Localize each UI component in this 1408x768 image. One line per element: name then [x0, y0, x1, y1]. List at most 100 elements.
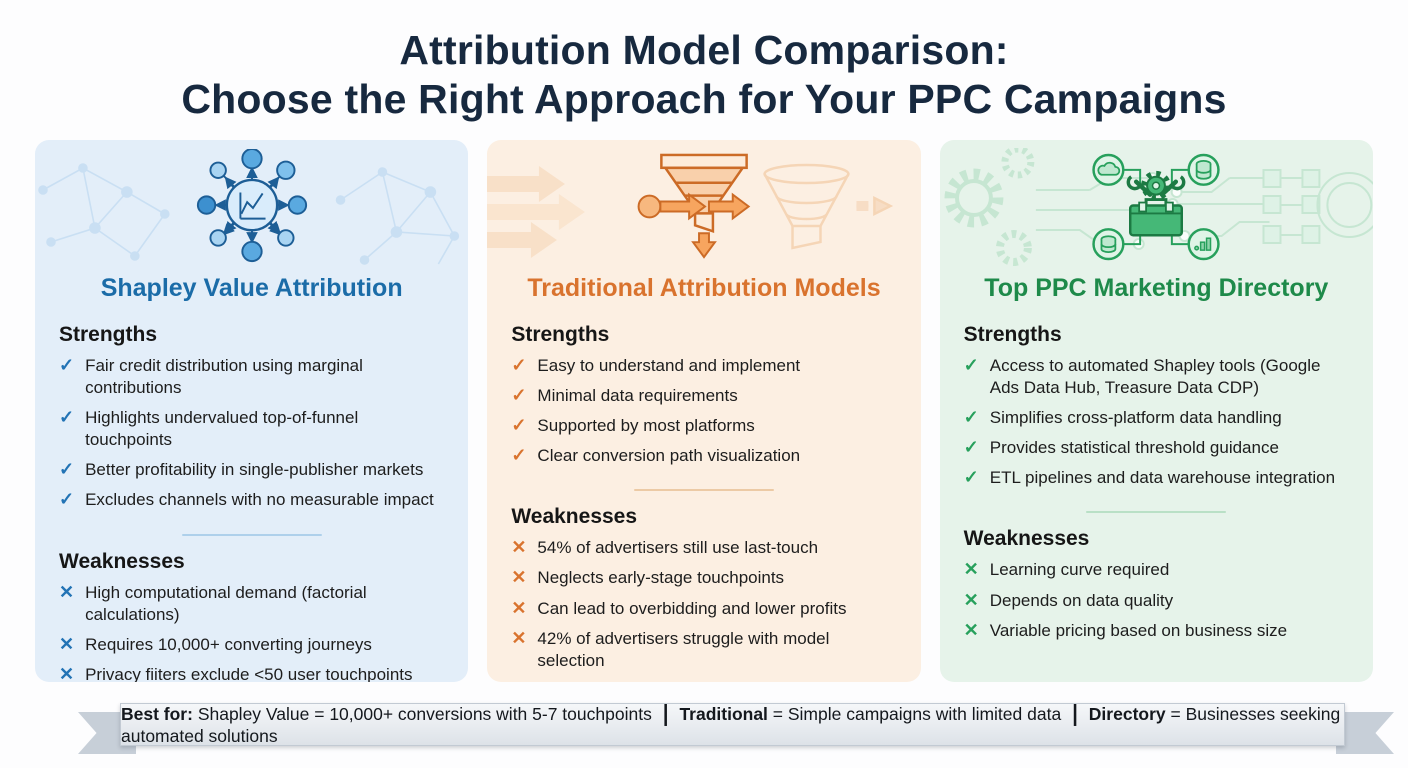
list-item: ✕ Depends on data quality: [964, 590, 1349, 612]
cross-icon: ✕: [511, 537, 527, 558]
column-title-shapley: Shapley Value Attribution: [100, 274, 403, 302]
list-item: ✓ Provides statistical threshold guidance: [964, 437, 1349, 459]
list-item: ✕ Requires 10,000+ converting journeys: [59, 634, 444, 656]
check-icon: ✓: [963, 437, 979, 458]
list-item: ✓ Simplifies cross-platform data handling: [964, 407, 1349, 429]
weaknesses-list: ✕ Learning curve required ✕ Depends on dat…: [964, 559, 1349, 641]
comparison-columns: Shapley Value Attribution Strengths ✓ Fai…: [35, 140, 1373, 682]
strength-text: Fair credit distribution using marginal …: [85, 356, 363, 398]
conversion-funnel-icon: [637, 153, 751, 259]
card-ppc-directory: Top PPC Marketing Directory Strengths ✓ A…: [939, 140, 1373, 682]
arrows-pattern: [487, 163, 894, 258]
banner-separator: |: [1072, 700, 1078, 727]
weakness-text: Requires 10,000+ converting journeys: [85, 634, 372, 654]
check-icon: ✓: [59, 407, 75, 428]
list-item: ✕ Learning curve required: [964, 559, 1349, 581]
list-item: ✓ Supported by most platforms: [511, 415, 896, 437]
strengths-heading: Strengths: [963, 323, 1062, 346]
check-icon: ✓: [963, 407, 979, 428]
check-icon: ✓: [59, 489, 75, 510]
list-item: ✓ Easy to understand and implement: [511, 355, 896, 377]
toolbox-body: [1129, 198, 1184, 237]
banner-bold: Best for:: [121, 703, 193, 724]
column-title-directory: Top PPC Marketing Directory: [984, 274, 1329, 302]
banner-bold: Directory: [1088, 703, 1166, 724]
shapley-network-icon: [196, 149, 307, 263]
bar-chart-icon: [1194, 237, 1212, 251]
list-item: ✓ Excludes channels with no measurable im…: [59, 489, 444, 511]
weakness-text: Learning curve required: [989, 560, 1170, 580]
weakness-text: High computational demand (factorial cal…: [85, 582, 367, 624]
traditional-icon-zone: [487, 148, 920, 266]
page-title-line1: Attribution Model Comparison:: [399, 27, 1009, 73]
cross-icon: ✕: [59, 663, 75, 682]
weakness-text: Variable pricing based on business size: [989, 620, 1288, 640]
weakness-text: 42% of advertisers struggle with model s…: [537, 628, 830, 670]
list-item: ✕ Can lead to overbidding and lower profi…: [511, 598, 896, 620]
check-icon: ✓: [511, 385, 527, 406]
database-icon: [1196, 160, 1212, 180]
banner-text: = Simple campaigns with limited data: [767, 703, 1062, 724]
shapley-icon-zone: [35, 148, 468, 266]
cross-icon: ✕: [963, 559, 979, 580]
list-item: ✕ Neglects early-stage touchpoints: [511, 567, 896, 589]
strength-text: Highlights undervalued top-of-funnel tou…: [85, 408, 359, 450]
banner-bold: Traditional: [679, 703, 768, 724]
weakness-text: 54% of advertisers still use last-touch: [537, 538, 819, 558]
list-item: ✓ Fair credit distribution using marginal…: [59, 355, 444, 399]
list-item: ✕ 54% of advertisers still use last-touch: [511, 537, 896, 559]
strengths-heading: Strengths: [511, 323, 610, 346]
cross-icon: ✕: [59, 581, 75, 602]
strength-text: Better profitability in single-publisher…: [85, 460, 424, 480]
banner-separator: |: [662, 700, 669, 727]
cross-icon: ✕: [511, 627, 527, 648]
cross-icon: ✕: [963, 589, 979, 610]
banner-text: = Businesses seeking automated solutions: [121, 703, 1341, 746]
section-divider: [1086, 511, 1227, 514]
strength-text: Simplifies cross-platform data handling: [989, 408, 1282, 428]
list-item: ✓ Better profitability in single-publishe…: [59, 459, 444, 481]
banner-text: Shapley Value = 10,000+ conversions with…: [192, 703, 652, 724]
strength-text: Access to automated Shapley tools (Googl…: [989, 356, 1321, 398]
strengths-list: ✓ Access to automated Shapley tools (Goog…: [964, 355, 1349, 489]
weakness-text: Depends on data quality: [989, 590, 1174, 610]
directory-icon-zone: [940, 148, 1373, 266]
toolbox-integrations-icon: [1092, 153, 1221, 261]
check-icon: ✓: [511, 355, 527, 375]
weakness-text: Can lead to overbidding and lower profit…: [537, 598, 847, 618]
weaknesses-list: ✕ 54% of advertisers still use last-touch…: [511, 537, 896, 671]
page-title: Attribution Model Comparison: Choose the…: [0, 0, 1408, 124]
cross-icon: ✕: [511, 567, 527, 588]
network-pattern: [38, 163, 460, 265]
check-icon: ✓: [511, 445, 527, 466]
check-icon: ✓: [511, 415, 527, 436]
check-icon: ✓: [59, 355, 75, 375]
check-icon: ✓: [963, 355, 979, 375]
strengths-list: ✓ Fair credit distribution using marginal…: [59, 355, 444, 512]
list-item: ✓ Minimal data requirements: [511, 385, 896, 407]
column-title-traditional: Traditional Attribution Models: [527, 274, 881, 302]
strength-text: Provides statistical threshold guidance: [989, 438, 1279, 458]
cross-icon: ✕: [963, 619, 979, 640]
list-item: ✕ Privacy fiiters exclude <50 user touchp…: [59, 664, 444, 682]
cross-icon: ✕: [59, 633, 75, 654]
check-icon: ✓: [963, 467, 979, 488]
strength-text: Easy to understand and implement: [537, 356, 801, 375]
cross-icon: ✕: [511, 597, 527, 618]
card-shapley-value: Shapley Value Attribution Strengths ✓ Fai…: [35, 140, 469, 682]
strengths-heading: Strengths: [59, 323, 158, 346]
check-icon: ✓: [59, 459, 75, 480]
weaknesses-heading: Weaknesses: [59, 549, 185, 573]
weakness-text: Privacy fiiters exclude <50 user touchpo…: [85, 664, 413, 682]
card-traditional-models: Traditional Attribution Models Strengths…: [487, 140, 921, 682]
page-title-line2: Choose the Right Approach for Your PPC C…: [181, 76, 1227, 123]
list-item: ✓ Clear conversion path visualization: [511, 445, 896, 467]
section-divider: [181, 533, 322, 536]
coins-icon: [1100, 235, 1117, 253]
list-item: ✕ High computational demand (factorial ca…: [59, 582, 444, 626]
weaknesses-heading: Weaknesses: [511, 505, 638, 529]
strength-text: Clear conversion path visualization: [537, 446, 801, 466]
weaknesses-list: ✕ High computational demand (factorial ca…: [59, 582, 444, 682]
cloud-icon: [1097, 161, 1121, 176]
weaknesses-heading: Weaknesses: [963, 527, 1090, 551]
